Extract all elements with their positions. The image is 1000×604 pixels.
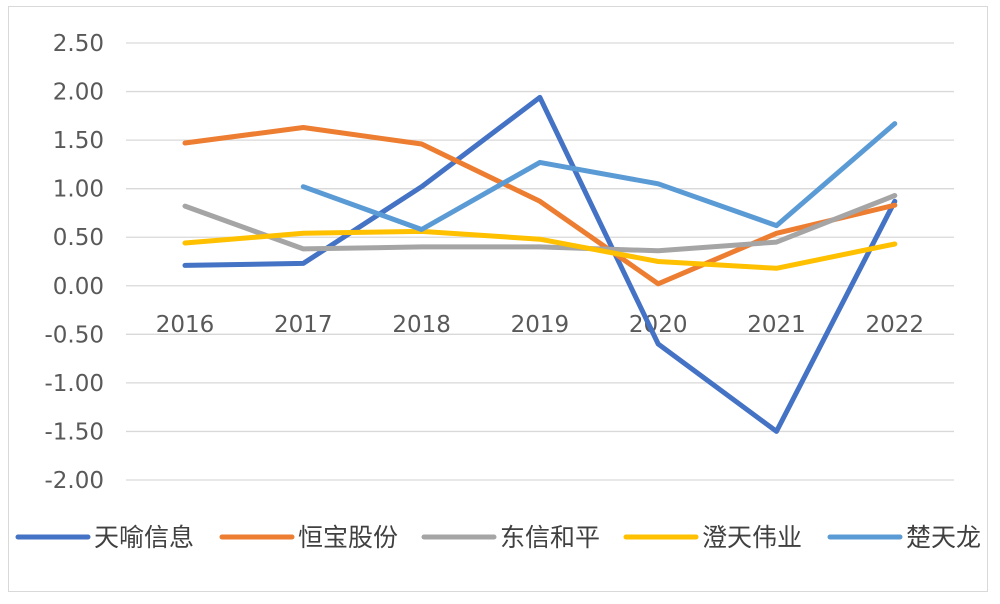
legend-item-5: 楚天龙	[827, 523, 981, 552]
y-tick-label: -0.50	[44, 322, 104, 348]
x-tick-label: 2017	[274, 312, 333, 338]
legend-item-2: 恒宝股份	[219, 523, 398, 552]
x-tick-label: 2016	[156, 312, 215, 338]
series-line-5	[300, 121, 898, 232]
legend-label: 恒宝股份	[298, 523, 398, 552]
legend-label: 楚天龙	[906, 523, 981, 552]
gridlines	[126, 42, 954, 481]
y-tick-label: 2.50	[53, 31, 104, 57]
x-tick-label: 2022	[866, 312, 925, 338]
legend-item-4: 澄天伟业	[623, 523, 802, 552]
y-tick-label: -1.00	[44, 371, 104, 397]
x-tick-label: 2021	[747, 312, 806, 338]
legend-label: 东信和平	[500, 523, 600, 552]
legend-item-1: 天喻信息	[15, 523, 194, 552]
series-line-3	[182, 193, 898, 254]
series-lines	[182, 94, 898, 434]
chart-frame	[8, 6, 988, 592]
legend-label: 天喻信息	[94, 523, 194, 552]
y-tick-label: -1.50	[44, 419, 104, 445]
legend-item-3: 东信和平	[421, 523, 600, 552]
x-tick-label: 2019	[511, 312, 570, 338]
y-tick-label: 1.00	[53, 177, 104, 203]
y-tick-label: 0.00	[53, 274, 104, 300]
series-line-1	[182, 94, 898, 434]
series-line-2	[182, 125, 898, 287]
legend-label: 澄天伟业	[702, 523, 802, 552]
series-line-4	[182, 228, 898, 271]
x-tick-label: 2020	[629, 312, 688, 338]
y-tick-label: 1.50	[53, 128, 104, 154]
y-tick-label: -2.00	[44, 468, 104, 494]
x-axis-tick-labels: 2016 2017 2018 2019 2020 2021 2022	[156, 312, 924, 338]
y-tick-label: 2.00	[53, 80, 104, 106]
legend: 天喻信息 恒宝股份 东信和平 澄天伟业 楚天龙	[15, 523, 981, 552]
y-axis-tick-labels: 2.50 2.00 1.50 1.00 0.50 0.00 -0.50 -1.00 -1.50 -…	[44, 31, 104, 494]
y-tick-label: 0.50	[53, 225, 104, 251]
x-tick-label: 2018	[392, 312, 451, 338]
